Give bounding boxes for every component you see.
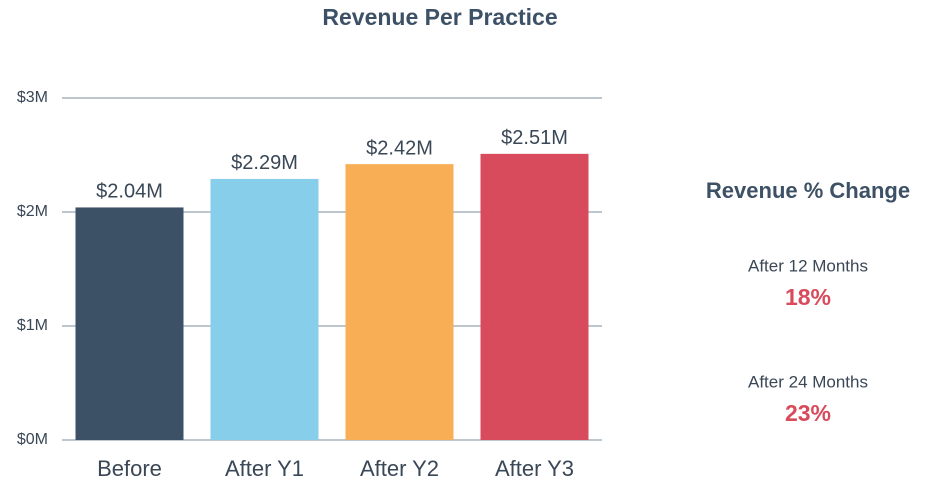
x-tick-label: Before [97,456,162,481]
value-label: $2.42M [366,137,433,159]
bar [75,207,184,440]
bar [345,164,454,440]
panel-label: After 12 Months [748,256,868,275]
panel-value: 23% [785,400,831,426]
y-tick-label: $2M [17,203,48,220]
panel-value: 18% [785,284,831,310]
x-tick-label: After Y3 [495,456,574,481]
y-tick-label: $0M [17,431,48,448]
value-label: $2.51M [501,127,568,149]
value-label: $2.04M [96,181,163,203]
bar [480,153,589,441]
x-tick-label: After Y1 [225,456,304,481]
y-tick-label: $1M [17,317,48,334]
bar [210,178,319,440]
panel-label: After 24 Months [748,372,868,391]
value-label: $2.29M [231,152,298,174]
y-tick-label: $3M [17,89,48,106]
x-tick-label: After Y2 [360,456,439,481]
panel-title: Revenue % Change [706,178,910,203]
chart-title: Revenue Per Practice [322,4,557,30]
